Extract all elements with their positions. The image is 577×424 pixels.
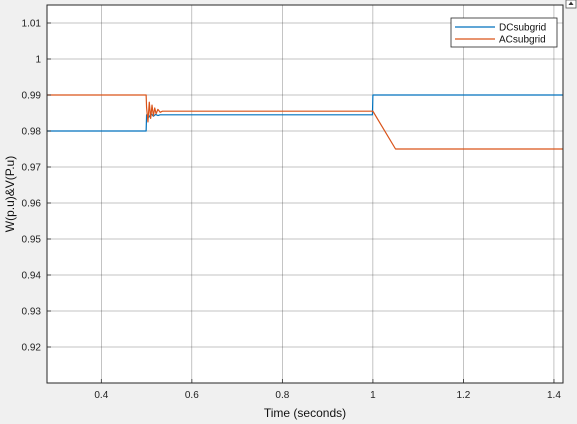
- y-tick-label: 0.93: [22, 307, 42, 318]
- y-tick-label: 0.98: [22, 127, 42, 138]
- y-axis-title: W(p.u)&V(P.u): [3, 156, 17, 232]
- plot-area: [47, 5, 563, 383]
- y-tick-label: 0.99: [22, 91, 42, 102]
- plot-border: [46, 4, 564, 384]
- legend-label-acsubgrid: ACsubgrid: [499, 35, 546, 46]
- tick-labels: 0.4 0.6 0.8 1 1.2 1.4 0.92 0.93 0.94 0.95 0.96 0.97…: [22, 19, 562, 402]
- x-tick-label: 0.6: [185, 390, 199, 401]
- x-tick-label: 0.4: [94, 390, 108, 401]
- x-tick-label: 0.8: [275, 390, 289, 401]
- y-tick-label: 0.96: [22, 199, 42, 210]
- y-tick-label: 0.92: [22, 343, 42, 354]
- legend: DCsubgrid ACsubgrid: [450, 17, 558, 48]
- grid-lines: [47, 5, 563, 383]
- y-tick-label: 0.95: [22, 235, 42, 246]
- legend-label-dcsubgrid: DCsubgrid: [499, 23, 546, 34]
- series-layer: [47, 94, 563, 150]
- y-tick-label: 0.97: [22, 163, 42, 174]
- x-tick-label: 1.2: [456, 390, 470, 401]
- y-tick-label: 1.01: [22, 19, 42, 30]
- y-tick-label: 0.94: [22, 271, 42, 282]
- x-tick-label: 1.4: [547, 390, 561, 401]
- x-axis-title: Time (seconds): [264, 406, 346, 420]
- y-tick-label: 1: [35, 55, 41, 66]
- x-tick-label: 1: [370, 390, 376, 401]
- series-line-acsubgrid: [47, 94, 563, 150]
- legend-box: [450, 17, 558, 48]
- corner-arrow-icon[interactable]: [565, 0, 577, 9]
